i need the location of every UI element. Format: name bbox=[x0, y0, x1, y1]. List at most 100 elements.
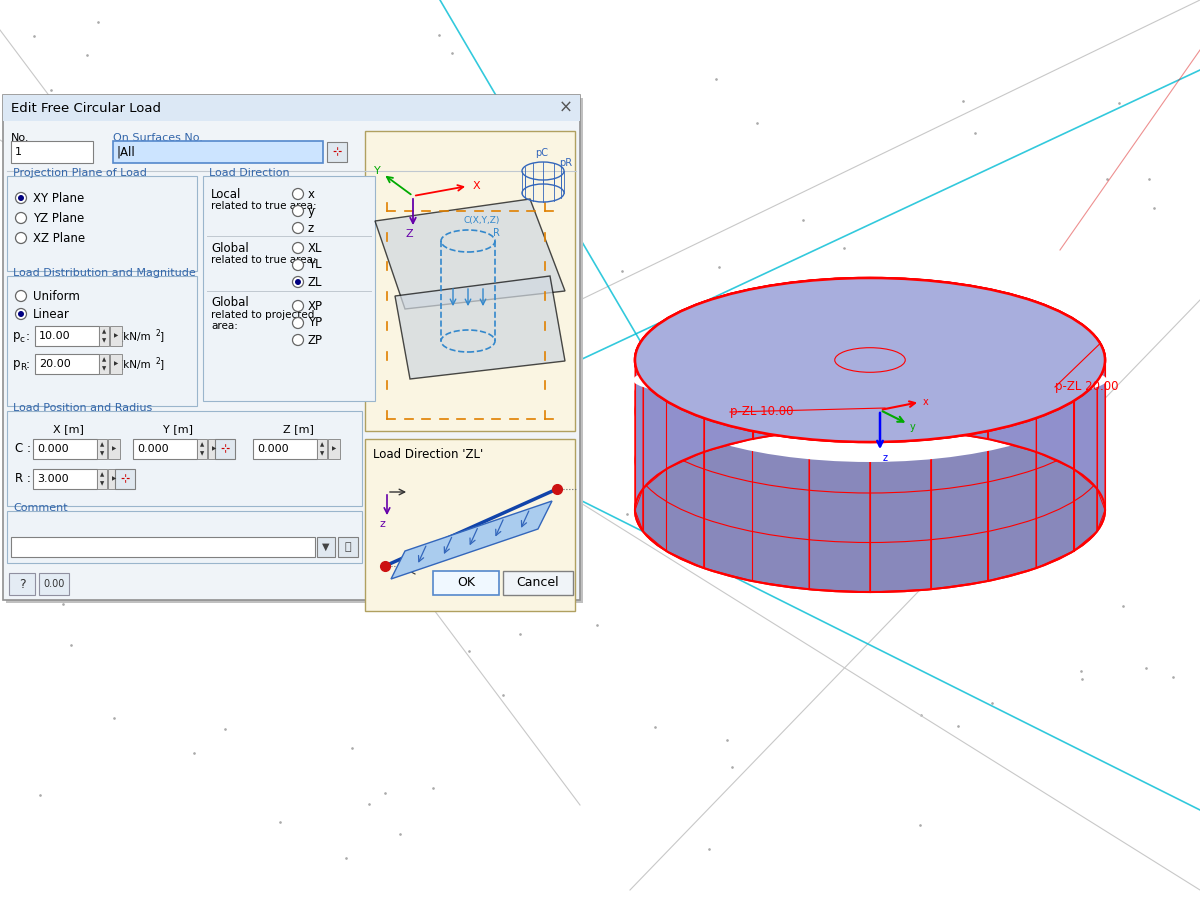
Text: related to true area:: related to true area: bbox=[211, 255, 317, 265]
Bar bbox=[503, 571, 574, 595]
Text: 0.000: 0.000 bbox=[37, 444, 68, 454]
Ellipse shape bbox=[632, 294, 1108, 462]
Circle shape bbox=[293, 318, 304, 328]
Text: ▲: ▲ bbox=[102, 357, 106, 362]
Text: ]: ] bbox=[160, 331, 164, 341]
Bar bbox=[98, 326, 109, 346]
Text: ]: ] bbox=[160, 359, 164, 369]
Bar bbox=[97, 469, 107, 489]
Text: Uniform: Uniform bbox=[34, 290, 80, 302]
Text: [kN/m: [kN/m bbox=[119, 331, 151, 341]
Bar bbox=[97, 439, 107, 459]
Polygon shape bbox=[643, 319, 666, 489]
Text: :: : bbox=[26, 357, 30, 371]
Bar bbox=[7, 511, 362, 563]
Polygon shape bbox=[635, 360, 643, 531]
Bar bbox=[197, 439, 208, 459]
Ellipse shape bbox=[634, 356, 1108, 405]
Text: ▶: ▶ bbox=[112, 476, 116, 482]
Text: YZ Plane: YZ Plane bbox=[34, 212, 84, 224]
Text: ▼: ▼ bbox=[200, 451, 204, 456]
Text: ⊹: ⊹ bbox=[221, 444, 229, 454]
Bar bbox=[328, 439, 340, 459]
Text: y: y bbox=[308, 204, 314, 218]
Text: Load Direction 'ZL': Load Direction 'ZL' bbox=[373, 448, 484, 462]
Text: X [m]: X [m] bbox=[53, 424, 84, 434]
Text: ▶: ▶ bbox=[114, 334, 118, 338]
Polygon shape bbox=[809, 439, 870, 592]
Text: X: X bbox=[473, 181, 481, 191]
Polygon shape bbox=[1074, 382, 1097, 551]
Text: area:: area: bbox=[211, 321, 238, 331]
Text: p: p bbox=[13, 357, 20, 371]
Text: R: R bbox=[20, 364, 26, 373]
Text: 0.000: 0.000 bbox=[257, 444, 289, 454]
Text: Y [m]: Y [m] bbox=[163, 424, 193, 434]
Circle shape bbox=[295, 279, 301, 285]
Text: :: : bbox=[26, 329, 30, 343]
Text: Load Direction: Load Direction bbox=[209, 168, 289, 178]
Text: YP: YP bbox=[308, 317, 322, 329]
Bar bbox=[34, 469, 97, 489]
Text: |All: |All bbox=[118, 146, 136, 158]
Polygon shape bbox=[1097, 360, 1105, 531]
Text: ZP: ZP bbox=[308, 334, 323, 346]
Text: YL: YL bbox=[308, 258, 322, 272]
Text: No.: No. bbox=[11, 133, 30, 143]
Text: Global: Global bbox=[211, 296, 248, 310]
Circle shape bbox=[293, 259, 304, 271]
Ellipse shape bbox=[635, 278, 1105, 442]
Text: ZL: ZL bbox=[308, 275, 323, 289]
Polygon shape bbox=[931, 431, 988, 590]
Bar bbox=[35, 326, 98, 346]
Text: ▼: ▼ bbox=[323, 542, 330, 552]
Text: ▼: ▼ bbox=[100, 481, 104, 486]
Polygon shape bbox=[391, 501, 552, 579]
Text: ▲: ▲ bbox=[100, 472, 104, 477]
Text: Edit Free Circular Load: Edit Free Circular Load bbox=[11, 102, 161, 114]
Circle shape bbox=[16, 309, 26, 320]
Polygon shape bbox=[643, 382, 666, 551]
Circle shape bbox=[16, 193, 26, 203]
Polygon shape bbox=[635, 338, 643, 510]
Bar bbox=[34, 439, 97, 459]
Ellipse shape bbox=[635, 278, 1105, 442]
Text: ⊹: ⊹ bbox=[120, 474, 130, 484]
Bar bbox=[108, 469, 120, 489]
Bar bbox=[433, 571, 499, 595]
Text: ▼: ▼ bbox=[100, 451, 104, 456]
Text: XZ Plane: XZ Plane bbox=[34, 231, 85, 245]
Bar bbox=[317, 537, 335, 557]
Text: ▶: ▶ bbox=[212, 446, 216, 452]
Polygon shape bbox=[1036, 302, 1074, 469]
Bar bbox=[11, 141, 94, 163]
Polygon shape bbox=[809, 278, 870, 431]
Polygon shape bbox=[931, 281, 988, 439]
Circle shape bbox=[293, 222, 304, 233]
Text: ▼: ▼ bbox=[102, 366, 106, 371]
Bar bbox=[98, 354, 109, 374]
Circle shape bbox=[293, 335, 304, 346]
Text: 2: 2 bbox=[155, 328, 160, 338]
Text: x: x bbox=[308, 187, 314, 201]
Bar bbox=[115, 469, 134, 489]
Text: y: y bbox=[910, 422, 916, 432]
Polygon shape bbox=[395, 276, 565, 379]
Bar bbox=[110, 354, 122, 374]
Text: 0.00: 0.00 bbox=[43, 579, 65, 589]
Text: ⊹: ⊹ bbox=[332, 147, 342, 157]
Circle shape bbox=[16, 291, 26, 302]
Text: Projection Plane of Load: Projection Plane of Load bbox=[13, 168, 146, 178]
Polygon shape bbox=[870, 439, 931, 592]
Text: Load Distribution and Magnitude: Load Distribution and Magnitude bbox=[13, 268, 196, 278]
Bar bbox=[253, 439, 317, 459]
Text: Z: Z bbox=[406, 229, 413, 239]
Text: Linear: Linear bbox=[34, 308, 70, 320]
Bar bbox=[7, 411, 362, 506]
Polygon shape bbox=[1097, 338, 1105, 510]
Bar bbox=[215, 439, 235, 459]
Text: p-ZL 20.00: p-ZL 20.00 bbox=[1055, 380, 1118, 393]
Text: ▶: ▶ bbox=[112, 446, 116, 452]
Circle shape bbox=[293, 301, 304, 311]
Text: pR: pR bbox=[559, 158, 572, 168]
